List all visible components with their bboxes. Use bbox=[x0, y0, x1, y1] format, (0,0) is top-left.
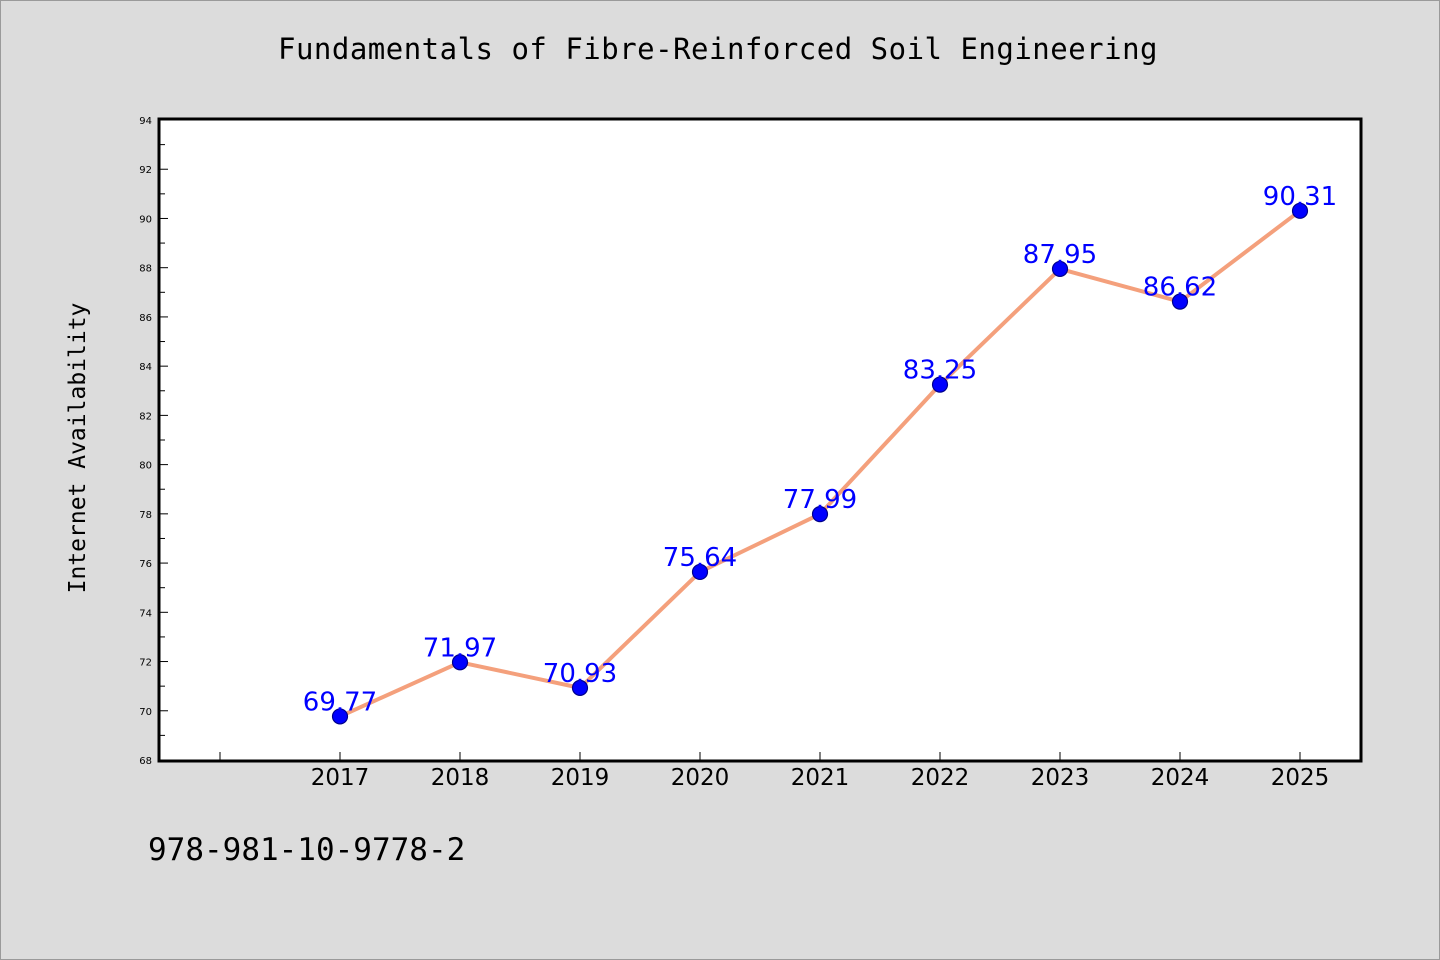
data-point bbox=[331, 708, 349, 725]
data-label: 83.25 bbox=[903, 356, 977, 386]
x-tick-label: 2018 bbox=[431, 765, 490, 791]
x-tick-label: 2021 bbox=[791, 765, 850, 791]
data-point bbox=[811, 505, 829, 523]
data-label: 77.99 bbox=[783, 485, 857, 515]
y-tick-label: 94 bbox=[139, 116, 152, 127]
x-tick-label: 2020 bbox=[671, 765, 730, 791]
x-tick-label: 2022 bbox=[911, 765, 970, 791]
data-label: 71.97 bbox=[423, 633, 497, 663]
data-point bbox=[571, 679, 589, 696]
y-tick-label: 68 bbox=[139, 756, 152, 767]
chart-title: Fundamentals of Fibre-Reinforced Soil En… bbox=[277, 32, 1158, 66]
y-tick-label: 80 bbox=[139, 461, 152, 472]
data-point bbox=[691, 563, 709, 581]
x-axis: 2017 2018 2019 2020 2021 2022 2023 2024 2025 bbox=[219, 752, 1330, 791]
y-axis-label: Internet Availability bbox=[65, 303, 91, 594]
y-tick-label: 72 bbox=[139, 658, 152, 669]
data-label: 75.64 bbox=[663, 543, 737, 573]
data-label: 86.62 bbox=[1143, 273, 1217, 303]
data-label: 70.93 bbox=[543, 659, 617, 689]
data-point bbox=[1291, 202, 1309, 219]
data-label-layer: 69.77 71.97 70.93 75.64 77.99 83.25 87.95 86.62… bbox=[303, 182, 1337, 718]
x-tick-label: 2017 bbox=[311, 765, 370, 791]
series-layer bbox=[331, 202, 1309, 725]
plot-area bbox=[157, 117, 1363, 763]
y-axis: 68 70 72 74 76 78 80 82 84 86 88 90 92 94 bbox=[139, 116, 168, 767]
isbn-code: 978-981-10-9778-2 bbox=[148, 832, 466, 868]
y-tick-label: 90 bbox=[139, 214, 152, 225]
y-tick-label: 82 bbox=[139, 411, 152, 422]
y-tick-label: 88 bbox=[139, 264, 152, 275]
data-label: 87.95 bbox=[1023, 240, 1097, 270]
x-tick-label: 2025 bbox=[1271, 765, 1330, 791]
y-tick-label: 76 bbox=[139, 559, 152, 570]
y-tick-label: 70 bbox=[139, 707, 152, 718]
data-point bbox=[931, 376, 949, 393]
data-point bbox=[1171, 293, 1189, 310]
data-point bbox=[1051, 260, 1069, 278]
data-point bbox=[451, 654, 469, 671]
y-tick-label: 78 bbox=[139, 510, 152, 521]
y-tick-label: 74 bbox=[139, 608, 152, 619]
data-label: 90.31 bbox=[1263, 182, 1337, 212]
y-tick-label: 92 bbox=[139, 165, 152, 176]
x-tick-label: 2019 bbox=[551, 765, 610, 791]
y-tick-label: 84 bbox=[139, 362, 152, 373]
x-tick-label: 2023 bbox=[1031, 765, 1090, 791]
x-tick-label: 2024 bbox=[1151, 765, 1210, 791]
data-label: 69.77 bbox=[303, 687, 377, 717]
y-tick-label: 86 bbox=[139, 313, 152, 324]
